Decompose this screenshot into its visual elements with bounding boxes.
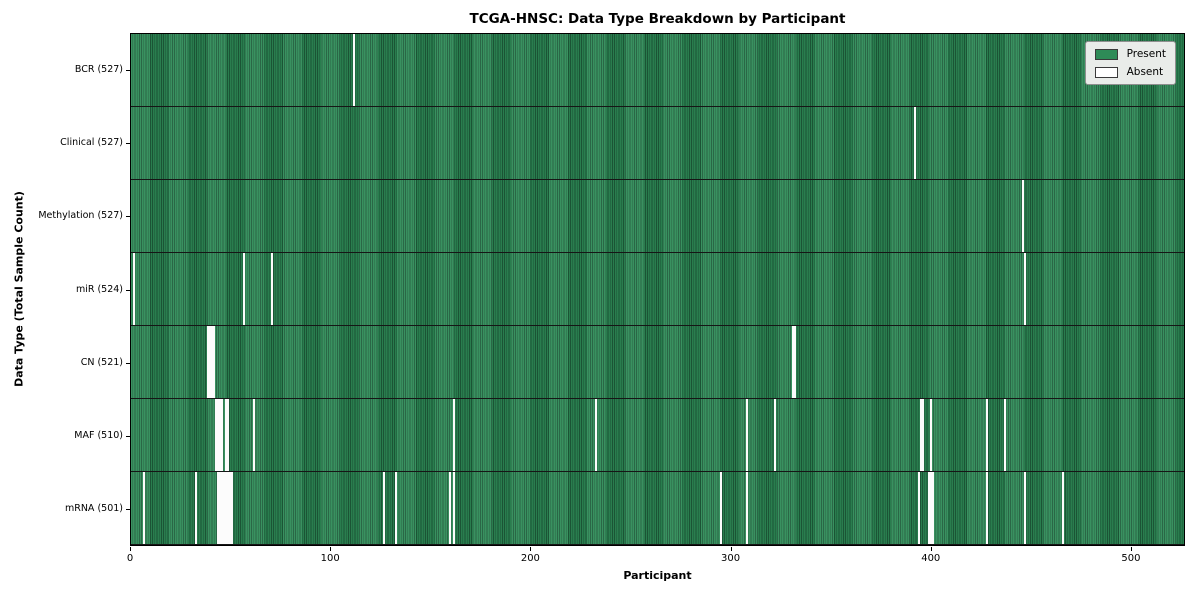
absent-mark <box>216 399 219 471</box>
plot-area: Present Absent <box>130 33 1185 546</box>
x-axis-title: Participant <box>623 569 692 582</box>
absent-mark <box>382 472 385 544</box>
xtick-label-300: 300 <box>721 553 741 564</box>
row-methylation <box>131 180 1184 253</box>
ytick-label-cn: CN (521) <box>80 356 123 368</box>
ytick-mark <box>126 289 130 291</box>
absent-mark <box>226 399 229 471</box>
ytick-label-methylation: Methylation (527) <box>38 210 123 222</box>
absent-mark <box>132 253 135 325</box>
absent-mark <box>746 399 749 471</box>
ytick-label-bcr: BCR (527) <box>74 63 123 75</box>
absent-mark <box>212 326 215 398</box>
absent-mark <box>224 472 227 544</box>
absent-mark <box>914 107 917 179</box>
ytick-label-mrna: mRNA (501) <box>64 503 123 515</box>
absent-mark <box>922 399 925 471</box>
absent-mark <box>352 34 355 106</box>
absent-mark <box>720 472 723 544</box>
absent-mark <box>792 326 795 398</box>
ytick-mark <box>126 142 130 144</box>
absent-mark <box>794 326 797 398</box>
absent-mark <box>918 472 921 544</box>
absent-mark <box>214 399 217 471</box>
legend-swatch-absent-icon <box>1094 66 1118 78</box>
absent-mark <box>208 326 211 398</box>
absent-mark <box>218 399 221 471</box>
absent-mark <box>210 326 213 398</box>
legend-item-absent: Absent <box>1094 66 1166 78</box>
absent-mark <box>194 472 197 544</box>
absent-mark <box>222 472 225 544</box>
absent-mark <box>452 472 455 544</box>
absent-mark <box>228 472 231 544</box>
absent-mark <box>930 399 933 471</box>
absent-mark <box>986 399 989 471</box>
chart-title: TCGA-HNSC: Data Type Breakdown by Partic… <box>469 11 846 27</box>
legend-label-absent: Absent <box>1126 66 1164 78</box>
absent-mark <box>1004 399 1007 471</box>
absent-mark <box>1022 180 1025 252</box>
xtick-label-100: 100 <box>320 553 340 564</box>
absent-mark <box>746 472 749 544</box>
ytick-mark <box>126 362 130 364</box>
row-bcr <box>131 34 1184 107</box>
absent-mark <box>218 472 221 544</box>
absent-mark <box>1062 472 1065 544</box>
row-maf <box>131 399 1184 472</box>
xtick-mark <box>330 547 332 551</box>
xtick-label-200: 200 <box>520 553 540 564</box>
absent-mark <box>270 253 273 325</box>
xtick-label-0: 0 <box>126 553 134 564</box>
absent-mark <box>252 399 255 471</box>
row-clinical <box>131 107 1184 180</box>
legend-item-present: Present <box>1094 48 1166 60</box>
xtick-label-400: 400 <box>921 553 941 564</box>
absent-mark <box>1024 472 1027 544</box>
row-mir <box>131 253 1184 326</box>
absent-mark <box>242 253 245 325</box>
absent-mark <box>224 399 227 471</box>
absent-mark <box>206 326 209 398</box>
xtick-mark <box>1130 547 1132 551</box>
ytick-mark <box>126 509 130 511</box>
ytick-label-maf: MAF (510) <box>74 430 123 442</box>
ytick-mark <box>126 69 130 71</box>
legend: Present Absent <box>1084 41 1176 85</box>
absent-mark <box>394 472 397 544</box>
absent-mark <box>774 399 777 471</box>
absent-mark <box>928 472 931 544</box>
absent-mark <box>932 472 935 544</box>
absent-mark <box>230 472 233 544</box>
absent-mark <box>452 399 455 471</box>
xtick-mark <box>130 547 131 551</box>
xtick-label-500: 500 <box>1121 553 1141 564</box>
absent-mark <box>216 472 219 544</box>
ytick-label-mir: miR (524) <box>75 283 123 295</box>
ytick-mark <box>126 436 130 438</box>
xtick-mark <box>930 547 932 551</box>
absent-mark <box>986 472 989 544</box>
legend-label-present: Present <box>1126 48 1166 60</box>
absent-mark <box>1024 253 1027 325</box>
absent-mark <box>226 472 229 544</box>
absent-mark <box>220 399 223 471</box>
xtick-mark <box>730 547 732 551</box>
ytick-mark <box>126 216 130 218</box>
legend-swatch-present-icon <box>1094 48 1118 60</box>
absent-mark <box>448 472 451 544</box>
xtick-mark <box>530 547 532 551</box>
row-cn <box>131 326 1184 399</box>
absent-mark <box>142 472 145 544</box>
ytick-label-clinical: Clinical (527) <box>60 136 123 148</box>
row-mrna <box>131 472 1184 545</box>
absent-mark <box>920 399 923 471</box>
absent-mark <box>594 399 597 471</box>
absent-mark <box>220 472 223 544</box>
absent-mark <box>930 472 933 544</box>
